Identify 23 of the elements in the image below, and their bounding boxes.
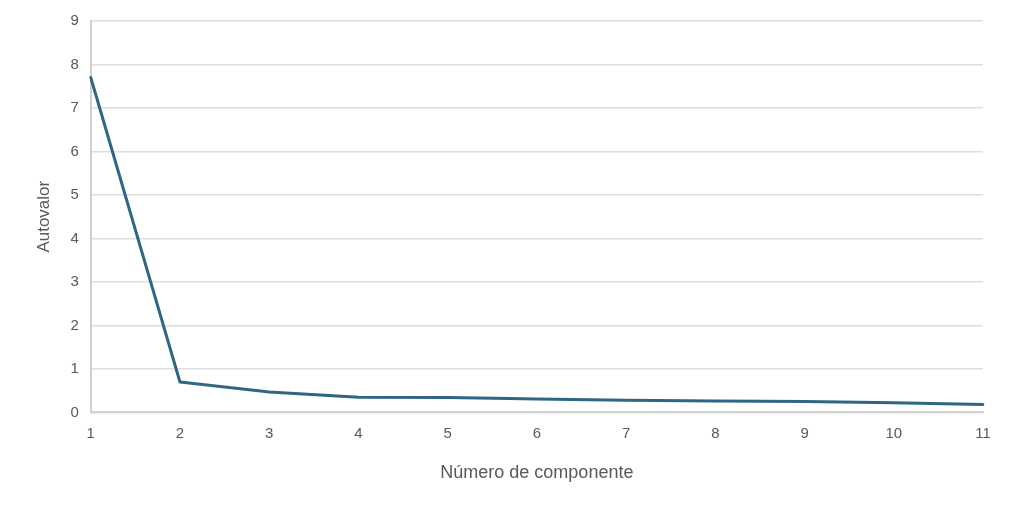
y-tick-label: 9 [70,11,79,29]
x-tick-label: 1 [86,423,95,441]
y-tick-label: 7 [70,98,79,116]
x-tick-label: 3 [265,423,274,441]
y-tick-label: 4 [70,228,79,246]
y-tick-label: 1 [70,359,79,377]
x-tick-label: 5 [443,423,452,441]
y-tick-label: 2 [70,315,79,333]
y-tick-label: 5 [70,185,79,203]
x-tick-label: 10 [885,423,903,441]
y-axis-title: Autovalor [33,180,53,253]
x-tick-label: 2 [175,423,185,441]
y-tick-label: 0 [70,402,79,420]
x-tick-label: 7 [621,423,631,441]
x-tick-label: 6 [532,423,542,441]
y-tick-label: 3 [70,272,79,290]
y-tick-label: 6 [70,141,79,159]
y-tick-label: 8 [70,54,79,72]
x-tick-label: 9 [800,423,809,441]
x-tick-label: 11 [975,423,991,441]
x-tick-label: 8 [711,423,720,441]
x-axis-title: Número de componente [440,462,634,483]
x-tick-label: 4 [354,423,363,441]
